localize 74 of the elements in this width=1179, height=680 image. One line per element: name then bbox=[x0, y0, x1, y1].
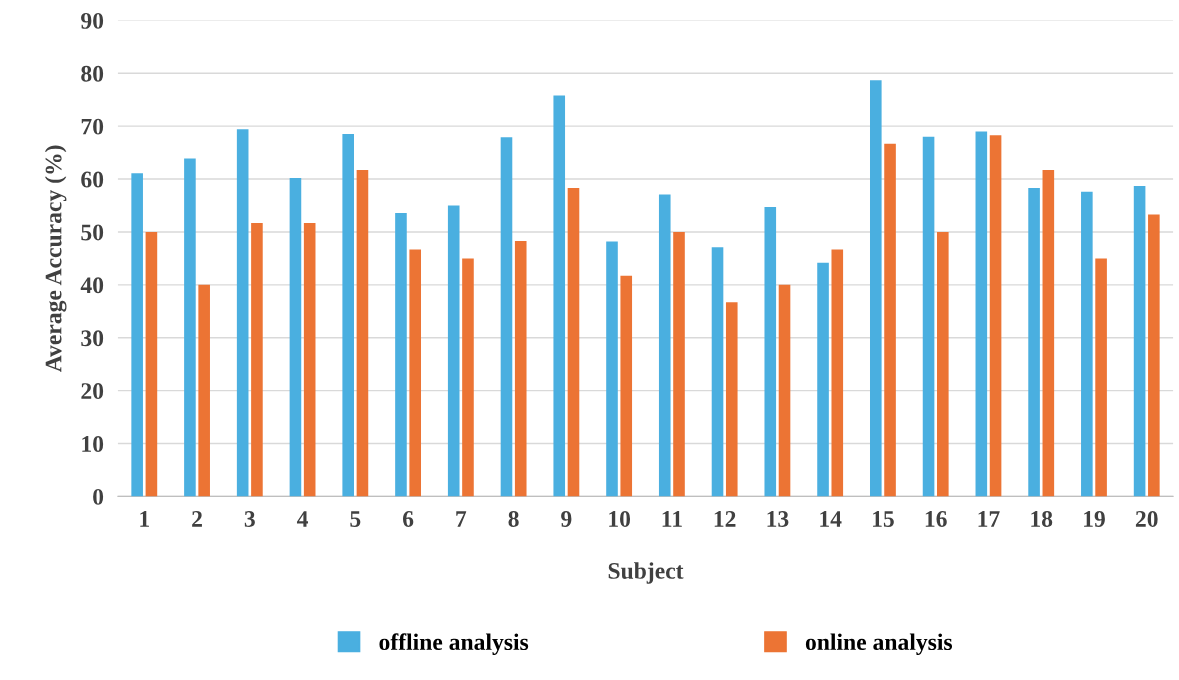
bar bbox=[673, 231, 685, 497]
bar bbox=[236, 129, 249, 497]
x-tick-label: 5 bbox=[350, 511, 361, 527]
x-tick-label: 3 bbox=[244, 511, 255, 527]
bar bbox=[937, 231, 949, 497]
bar bbox=[1042, 170, 1055, 497]
bar bbox=[303, 222, 316, 497]
bar bbox=[553, 95, 566, 497]
x-tick-label: 17 bbox=[978, 511, 1000, 527]
y-tick-label: 20 bbox=[81, 383, 104, 400]
y-tick-label: 70 bbox=[81, 118, 104, 135]
x-tick-label: 14 bbox=[820, 511, 842, 527]
bar bbox=[462, 258, 474, 497]
bar bbox=[725, 302, 738, 497]
x-tick-label: 6 bbox=[402, 511, 414, 527]
bar bbox=[342, 134, 354, 497]
bar bbox=[198, 284, 210, 497]
x-axis-title: Subject bbox=[608, 562, 684, 584]
bar bbox=[1095, 258, 1107, 497]
x-tick-label: 4 bbox=[296, 511, 309, 527]
bar bbox=[764, 207, 777, 497]
bar bbox=[817, 262, 829, 497]
x-tick-label: 7 bbox=[456, 511, 467, 527]
bar bbox=[620, 275, 633, 497]
legend-label: online analysis bbox=[805, 633, 953, 655]
bar bbox=[989, 135, 1002, 497]
x-tick-label: 12 bbox=[714, 511, 736, 527]
x-tick-label: 19 bbox=[1084, 511, 1105, 527]
bar bbox=[447, 205, 460, 497]
bar bbox=[356, 170, 369, 497]
bar bbox=[395, 212, 407, 497]
bar bbox=[1028, 188, 1040, 497]
bar bbox=[131, 173, 143, 497]
bar bbox=[184, 158, 196, 497]
bar bbox=[884, 143, 896, 497]
bar bbox=[567, 188, 580, 497]
x-tick-label: 20 bbox=[1135, 510, 1158, 527]
x-tick-label: 13 bbox=[767, 511, 789, 527]
bar bbox=[409, 249, 422, 497]
y-tick-label: 40 bbox=[80, 277, 104, 294]
x-tick-label: 18 bbox=[1031, 510, 1053, 527]
bar bbox=[1148, 214, 1160, 497]
y-tick-label: 50 bbox=[81, 224, 104, 241]
bar bbox=[1133, 185, 1146, 497]
y-tick-label: 60 bbox=[81, 171, 104, 188]
bar bbox=[514, 240, 527, 497]
bar bbox=[289, 178, 302, 497]
x-tick-label: 1 bbox=[140, 511, 149, 527]
bar bbox=[711, 247, 724, 497]
legend-label: offline analysis bbox=[379, 633, 529, 655]
y-tick-label: 90 bbox=[81, 12, 104, 29]
bar bbox=[778, 284, 791, 497]
y-axis-title: Average Accuracy (%) bbox=[44, 145, 67, 373]
bar bbox=[922, 136, 935, 497]
x-tick-label: 8 bbox=[508, 510, 519, 527]
bar bbox=[975, 131, 988, 497]
bar bbox=[870, 80, 882, 497]
y-tick-label: 10 bbox=[82, 436, 104, 452]
bar bbox=[606, 241, 618, 497]
x-tick-label: 10 bbox=[609, 510, 631, 527]
bar bbox=[500, 137, 513, 497]
y-tick-label: 0 bbox=[93, 488, 104, 505]
y-tick-label: 80 bbox=[81, 65, 104, 82]
bar bbox=[251, 222, 263, 497]
x-tick-label: 15 bbox=[873, 511, 894, 527]
bar bbox=[831, 249, 844, 497]
bar bbox=[1081, 191, 1093, 497]
x-tick-label: 2 bbox=[192, 511, 202, 527]
x-tick-label: 11 bbox=[662, 511, 682, 527]
y-tick-label: 30 bbox=[81, 330, 104, 347]
bar bbox=[658, 194, 671, 497]
bar bbox=[145, 231, 158, 497]
x-tick-label: 9 bbox=[561, 511, 572, 527]
x-tick-label: 16 bbox=[925, 511, 947, 527]
